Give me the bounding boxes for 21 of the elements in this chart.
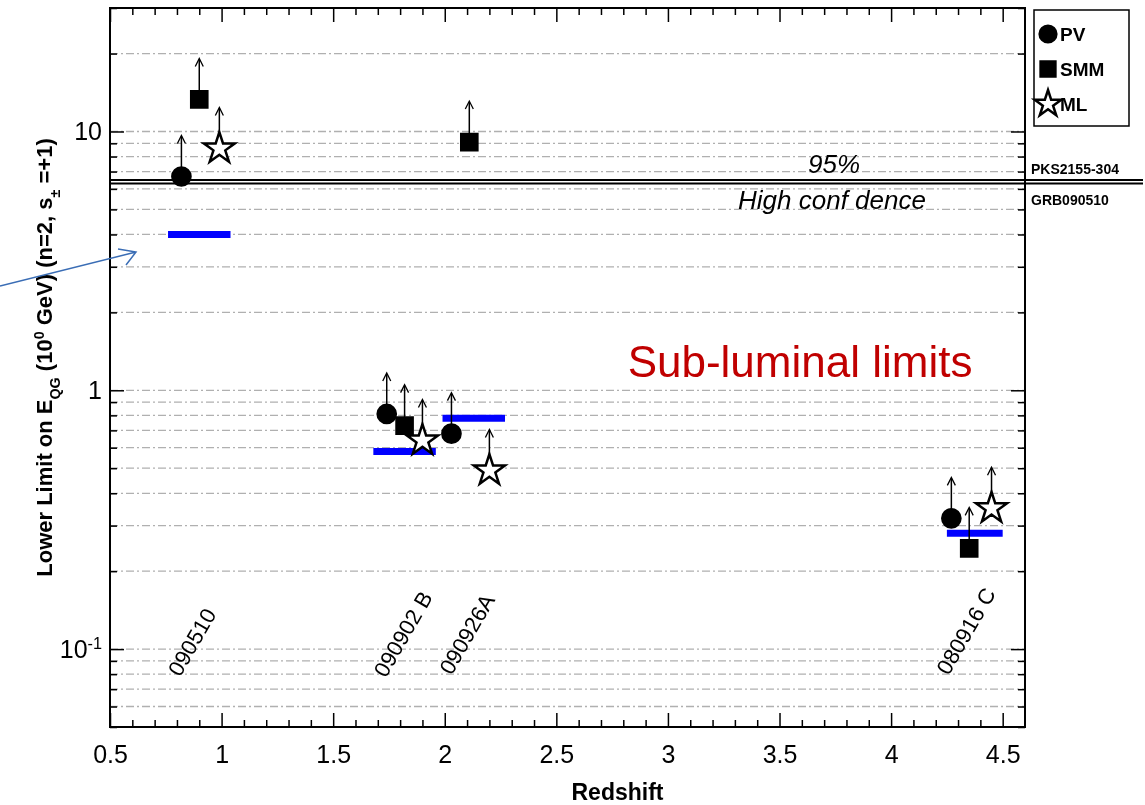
legend-label: ML xyxy=(1060,94,1088,115)
y-tick-label: 10$^{-1}$ xyxy=(59,633,102,663)
annotation: 95% xyxy=(807,149,861,180)
x-tick-label: 1 xyxy=(215,739,230,768)
annotation: High conf dence xyxy=(738,185,926,216)
annotation: Sub-luminal limits xyxy=(627,337,973,387)
x-tick-label: 1.5 xyxy=(316,739,352,768)
legend-label: SMM xyxy=(1060,59,1105,80)
y-tick-label: 1 xyxy=(88,375,102,404)
ref-line-label: PKS2155-304 xyxy=(1031,160,1120,177)
legend-label: GRB090510 xyxy=(1031,192,1110,209)
x-tick-label: 3.5 xyxy=(762,739,798,768)
x-tick-label: 4.5 xyxy=(985,739,1021,768)
x-tick-label: 2 xyxy=(438,739,453,768)
x-axis-title: Redshift xyxy=(571,779,664,805)
legend-label: PV xyxy=(1060,24,1086,45)
y-tick-label: 10 xyxy=(74,116,102,145)
x-tick-label: 0.5 xyxy=(93,739,128,768)
x-tick-label: 4 xyxy=(884,739,899,768)
x-tick-label: 2.5 xyxy=(539,739,575,768)
x-tick-label: 3 xyxy=(661,739,676,768)
